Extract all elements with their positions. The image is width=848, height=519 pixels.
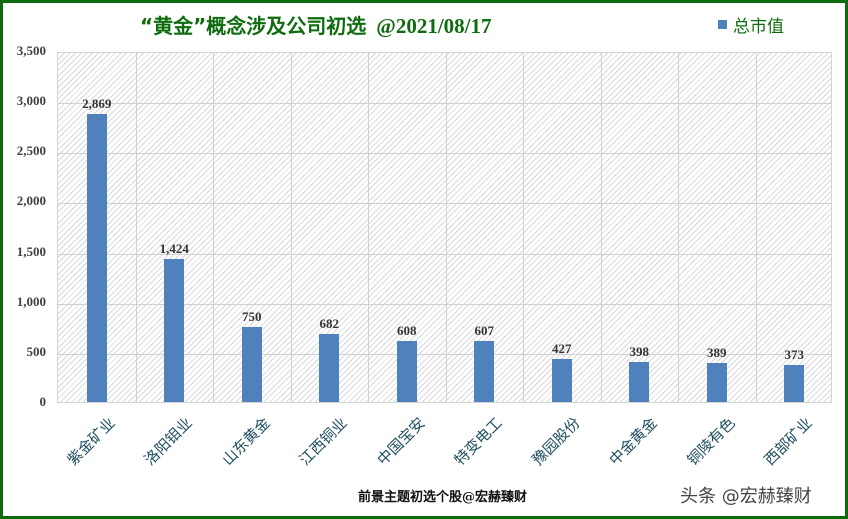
footer-caption: 前景主题初选个股@宏赫臻财 bbox=[358, 490, 528, 505]
gridline-horizontal bbox=[58, 153, 831, 155]
gridline-vertical bbox=[213, 53, 214, 402]
y-tick-label: 500 bbox=[26, 343, 47, 359]
bar-value-label: 607 bbox=[474, 323, 495, 339]
bar bbox=[164, 259, 185, 402]
legend-label: 总市值 bbox=[733, 17, 784, 37]
bar bbox=[396, 341, 417, 402]
gridline-vertical bbox=[600, 53, 602, 402]
gridline-vertical bbox=[290, 53, 292, 402]
bar-value-label: 373 bbox=[784, 346, 805, 362]
bar-value-label: 682 bbox=[319, 315, 340, 331]
gridline-vertical bbox=[368, 53, 369, 402]
bar-value-label: 427 bbox=[552, 341, 572, 357]
bar bbox=[551, 359, 572, 402]
bar-value-label: 608 bbox=[397, 323, 417, 339]
bar bbox=[241, 326, 262, 402]
gridline-horizontal bbox=[58, 353, 831, 355]
bar bbox=[86, 114, 107, 402]
y-tick-label: 2,500 bbox=[16, 143, 46, 159]
chart-legend: 总市值 bbox=[718, 12, 784, 37]
gridline-vertical bbox=[755, 53, 757, 402]
legend-swatch-icon bbox=[718, 20, 727, 29]
bar-value-label: 1,424 bbox=[159, 241, 189, 257]
bar-value-label: 2,869 bbox=[82, 96, 112, 112]
chart-title-date: @2021/08/17 bbox=[376, 14, 492, 38]
gridline-horizontal bbox=[58, 103, 831, 105]
y-tick-label: 2,000 bbox=[16, 193, 46, 209]
y-tick-label: 3,500 bbox=[16, 43, 46, 58]
gridline-vertical bbox=[678, 53, 679, 402]
plot-area: 2,869 1,424 750 682 608 607 427 398 389 373 bbox=[57, 52, 832, 403]
bar bbox=[474, 341, 495, 402]
chart-title-main: “黄金”概念涉及公司初选 bbox=[140, 14, 367, 38]
gridline-horizontal bbox=[58, 203, 831, 205]
gridline-vertical bbox=[523, 53, 524, 402]
gridline-horizontal bbox=[58, 253, 831, 255]
gridline-vertical bbox=[445, 53, 447, 402]
gridline-vertical bbox=[135, 53, 137, 402]
y-tick-label: 3,000 bbox=[16, 93, 46, 109]
chart-title: “黄金”概念涉及公司初选 @2021/08/17 bbox=[140, 10, 492, 40]
bar-value-label: 750 bbox=[242, 308, 262, 324]
y-tick-label: 1,500 bbox=[16, 243, 46, 259]
gridline-horizontal bbox=[58, 303, 831, 305]
bar-value-label: 398 bbox=[629, 344, 650, 360]
bar bbox=[319, 333, 340, 402]
bar bbox=[784, 364, 805, 402]
watermark: 头条 @宏赫臻财 bbox=[680, 486, 812, 507]
bar bbox=[706, 363, 727, 402]
y-tick-label: 0 bbox=[39, 394, 47, 409]
bar bbox=[629, 362, 650, 402]
y-tick-label: 1,000 bbox=[16, 293, 46, 309]
bar-value-label: 389 bbox=[707, 344, 727, 360]
